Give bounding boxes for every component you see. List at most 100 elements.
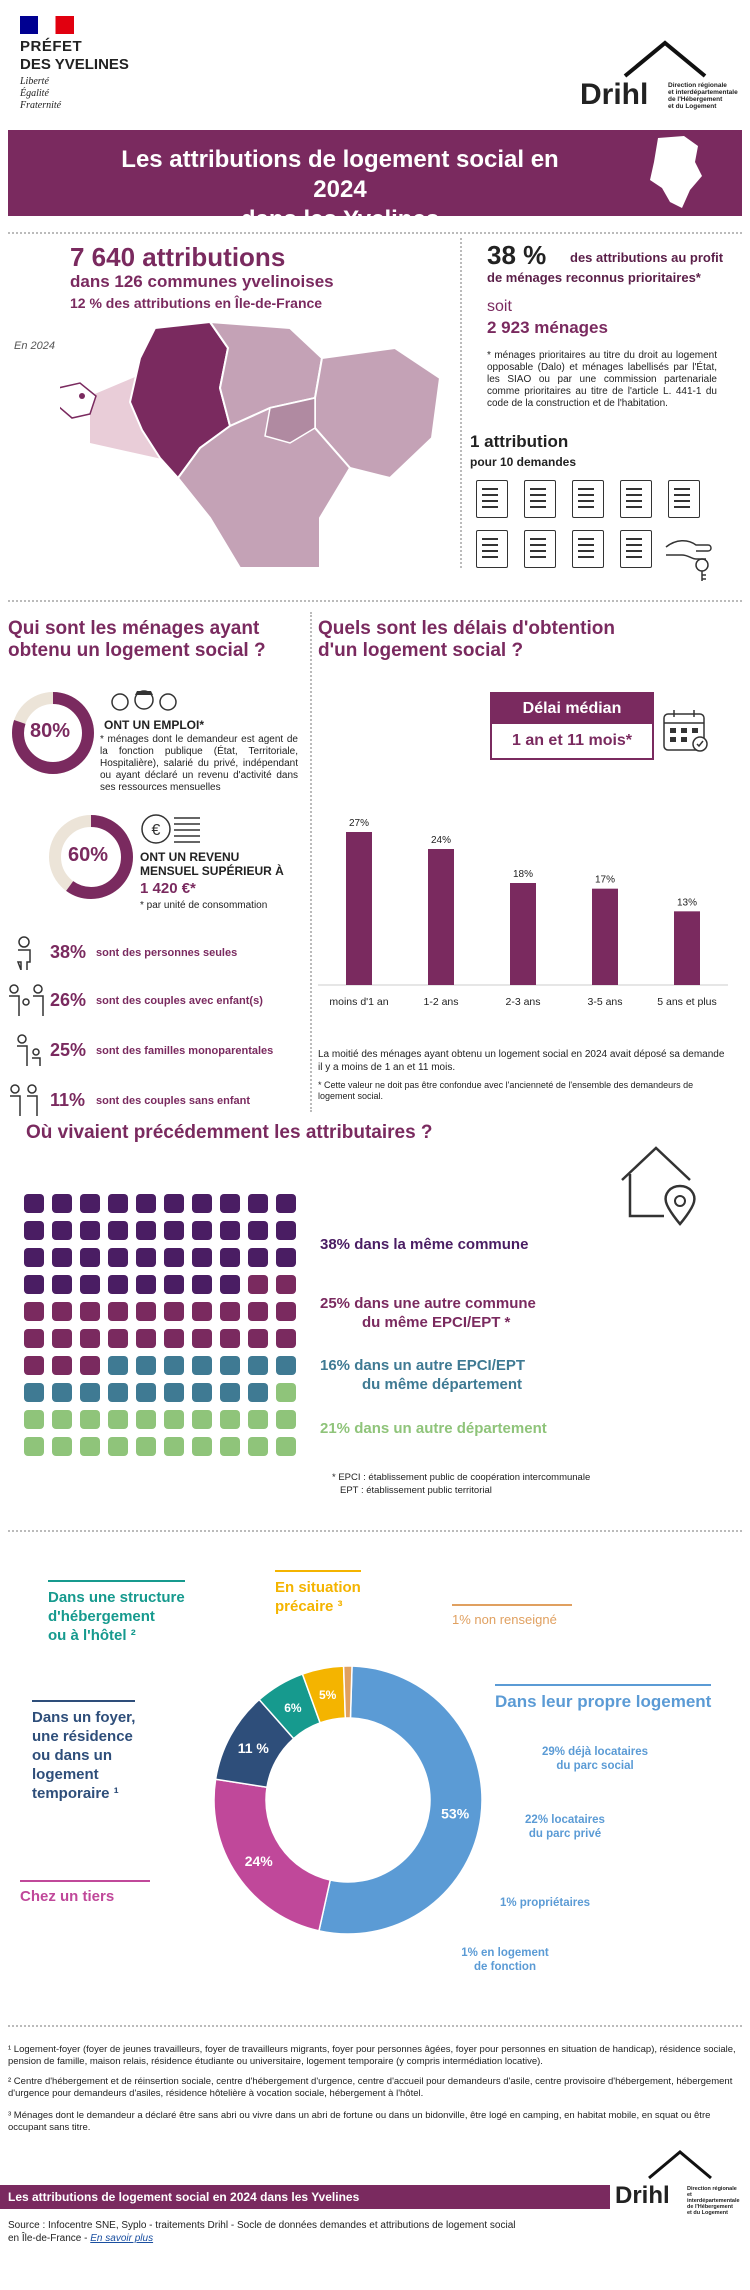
soit-label: soit — [487, 298, 512, 315]
drihl-name: Drihl — [580, 78, 649, 111]
waffle-square — [248, 1221, 268, 1240]
waffle-square — [80, 1437, 100, 1456]
waffle-square — [276, 1356, 296, 1375]
ratio-title: 1 attribution — [470, 432, 569, 451]
waffle-square — [192, 1221, 212, 1240]
waffle-square — [52, 1356, 72, 1375]
house-roof-icon — [623, 40, 707, 78]
waffle-square — [108, 1329, 128, 1348]
waffle-square — [24, 1383, 44, 1402]
waffle-square — [80, 1329, 100, 1348]
precaire-line1: En situation — [275, 1579, 361, 1596]
composition-pct: 38% — [50, 942, 87, 962]
house-location-icon — [621, 1146, 696, 1226]
foyer-line5: temporaire ¹ — [32, 1785, 119, 1802]
house-roof-icon — [648, 2150, 712, 2180]
waffle-square — [164, 1275, 184, 1294]
waffle-square — [276, 1329, 296, 1348]
waffle-square — [136, 1410, 156, 1429]
x-tick-label: moins d'1 an — [329, 996, 388, 1008]
ratio-sub: pour 10 demandes — [470, 455, 577, 469]
origin-item: 16% dans un autre EPCI/EPT du même dépar… — [320, 1356, 525, 1394]
prio-text2: de ménages reconnus prioritaires* — [487, 270, 701, 285]
single-parent-icon — [17, 1034, 41, 1066]
waffle-square — [192, 1383, 212, 1402]
footer-source1: Source : Infocentre SNE, Syplo - traitem… — [8, 2220, 516, 2231]
drihl-footer-desc1: Direction régionale — [687, 2186, 737, 2192]
waffle-square — [192, 1410, 212, 1429]
footnote-2: ² Centre d'hébergement et de réinsertion… — [8, 2076, 733, 2099]
composition-label: sont des couples sans enfant — [96, 1095, 251, 1107]
origin-label: 16% dans un autre EPCI/EPT — [320, 1357, 526, 1374]
composition-label: sont des couples avec enfant(s) — [96, 995, 263, 1007]
waffle-square — [24, 1437, 44, 1456]
waffle-square — [192, 1275, 212, 1294]
banner-line2: dans les Yvelines — [240, 206, 440, 233]
waffle-square — [80, 1248, 100, 1267]
waffle-square — [164, 1221, 184, 1240]
document-icon — [620, 480, 652, 518]
struct-line2: d'hébergement — [48, 1608, 155, 1625]
waffle-square — [220, 1194, 240, 1213]
waffle-square — [108, 1437, 128, 1456]
composition-item: 26% sont des couples avec enfant(s) — [6, 984, 306, 1020]
motto2: Égalité — [20, 88, 49, 99]
waffle-square — [136, 1221, 156, 1240]
origin-label: 21% dans un autre département — [320, 1420, 547, 1437]
origin-waffle-grid — [24, 1194, 304, 1474]
waffle-square — [220, 1356, 240, 1375]
waffle-square — [136, 1437, 156, 1456]
waffle-square — [52, 1275, 72, 1294]
bar-value-label: 18% — [513, 869, 533, 880]
households-title2: obtenu un logement social ? — [8, 640, 266, 661]
median-label: Délai médian — [492, 694, 652, 724]
waffle-square — [52, 1329, 72, 1348]
waffle-square — [80, 1221, 100, 1240]
waffle-square — [220, 1437, 240, 1456]
waffle-square — [164, 1302, 184, 1321]
waffle-square — [80, 1356, 100, 1375]
donut-slice-label: 5% — [319, 1688, 337, 1702]
struct-line1: Dans une structure — [48, 1589, 185, 1606]
waffle-square — [108, 1410, 128, 1429]
waffle-square — [80, 1410, 100, 1429]
waffle-square — [52, 1302, 72, 1321]
x-tick-label: 3-5 ans — [587, 996, 622, 1008]
drihl-desc2: et interdépartementale — [668, 89, 738, 96]
waffle-square — [80, 1302, 100, 1321]
delays-note-main: La moitié des ménages ayant obtenu un lo… — [318, 1049, 725, 1073]
waffle-square — [108, 1302, 128, 1321]
waffle-square — [164, 1410, 184, 1429]
propre-detail-item: 29% déjà locataires du parc social — [520, 1745, 670, 1773]
document-icon — [476, 530, 508, 568]
households-title1: Qui sont les ménages ayant — [8, 618, 260, 639]
foyer-line4: logement — [32, 1766, 99, 1783]
x-tick-label: 5 ans et plus — [657, 996, 717, 1008]
waffle-square — [276, 1248, 296, 1267]
waffle-square — [108, 1221, 128, 1240]
prio-count: 2 923 ménages — [487, 318, 608, 337]
euro-coins-icon: € — [141, 814, 200, 844]
footer-more-link[interactable]: En savoir plus — [90, 2233, 154, 2244]
footnote-3: ³ Ménages dont le demandeur a déclaré êt… — [8, 2110, 711, 2133]
waffle-square — [276, 1410, 296, 1429]
bar — [510, 883, 536, 985]
donut-slice — [318, 1665, 483, 1935]
waffle-square — [24, 1194, 44, 1213]
propre-detail-l2: du parc privé — [528, 1828, 602, 1840]
document-icon — [476, 480, 508, 518]
title-banner — [8, 130, 742, 216]
bar-value-label: 17% — [595, 875, 615, 886]
waffle-square — [52, 1248, 72, 1267]
waffle-square — [136, 1329, 156, 1348]
foyer-line3: ou dans un — [32, 1747, 112, 1764]
waffle-square — [192, 1329, 212, 1348]
propre-detail-item: 1% propriétaires — [480, 1896, 610, 1910]
delays-title1: Quels sont les délais d'obtention — [318, 618, 615, 639]
drihl-footer-logo: Drihl Direction régionale et interdépart… — [615, 2148, 745, 2218]
footer-bar-title: Les attributions de logement social en 2… — [8, 2190, 360, 2204]
svg-text:€: € — [152, 822, 161, 839]
bar — [428, 849, 454, 985]
origin-label: 38% dans la même commune — [320, 1236, 529, 1253]
drihl-footer-desc2: et interdépartementale — [687, 2192, 740, 2204]
